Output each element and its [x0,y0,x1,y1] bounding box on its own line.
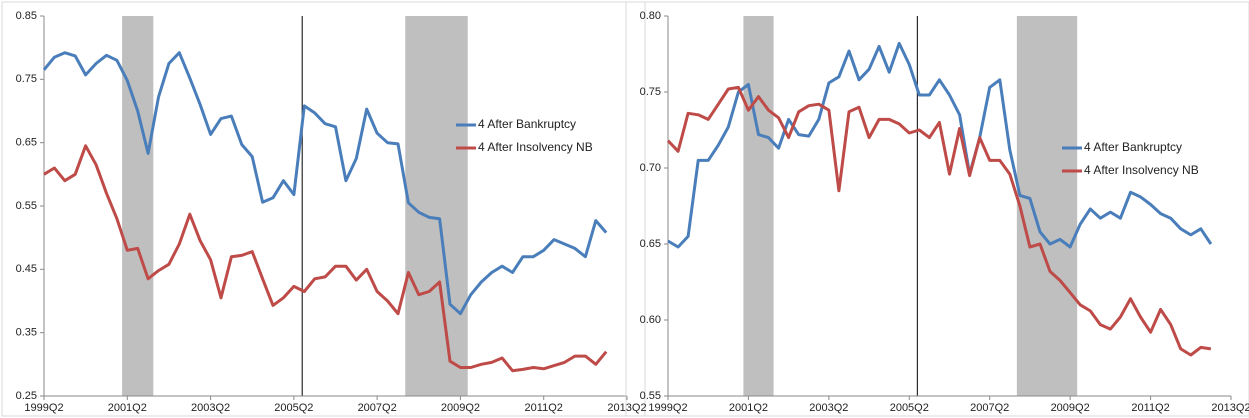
x-tick-label: 2003Q2 [191,402,230,414]
series-line [42,51,608,316]
recession-band [405,16,468,396]
x-tick-label: 2001Q2 [108,402,147,414]
y-tick-label: 0.75 [16,73,37,85]
x-tick-label: 1999Q2 [648,402,687,414]
x-tick-label: 2003Q2 [809,402,848,414]
legend-label: 4 After Insolvency NB [478,140,593,154]
x-tick-label: 1999Q2 [24,402,63,414]
y-tick-label: 0.25 [16,390,37,402]
x-tick-label: 2005Q2 [890,402,929,414]
x-tick-label: 2011Q2 [525,402,563,414]
y-tick-label: 0.75 [640,86,661,98]
x-tick-label: 2001Q2 [729,402,768,414]
y-tick-label: 0.45 [16,263,37,275]
recession-band [743,16,774,396]
recession-band [122,16,154,396]
legend-label: 4 After Insolvency NB [1084,163,1199,177]
series-line [43,144,608,373]
y-tick-label: 0.35 [16,327,37,339]
x-tick-label: 2009Q2 [1051,402,1090,414]
y-tick-label: 0.70 [640,162,661,174]
y-tick-label: 0.85 [16,10,37,22]
y-tick-label: 0.80 [640,10,661,22]
y-tick-label: 0.55 [640,390,661,402]
recession-band [1016,16,1078,396]
x-tick-label: 2013Q2 [607,402,646,414]
chart-frame [625,1,1249,417]
y-tick-label: 0.65 [640,238,661,250]
x-tick-label: 2005Q2 [274,402,313,414]
y-tick-label: 0.60 [640,314,661,326]
chart: 0.25 0.35 0.45 0.55 0.65 0.75 0.85 1999Q2 2001Q2… [1,1,647,417]
legend-label: 4 After Bankruptcy [1084,140,1182,154]
x-tick-label: 2009Q2 [441,402,480,414]
x-tick-label: 2011Q2 [1131,402,1169,414]
x-tick-label: 2007Q2 [358,402,397,414]
legend: 4 After Bankruptcy 4 After Insolvency NB [1062,140,1199,177]
chart: 0.55 0.60 0.65 0.70 0.75 0.80 1999Q2 2001Q2 2003… [625,1,1249,417]
x-tick-label: 2007Q2 [970,402,1009,414]
y-tick-label: 0.55 [16,200,37,212]
legend: 4 After Bankruptcy 4 After Insolvency NB [456,117,593,154]
legend-label: 4 After Bankruptcy [478,117,576,131]
chart-frame [1,1,646,417]
series-line [667,41,1213,249]
series-line [666,85,1212,357]
y-tick-label: 0.65 [16,137,37,149]
x-tick-label: 2013Q2 [1211,402,1249,414]
